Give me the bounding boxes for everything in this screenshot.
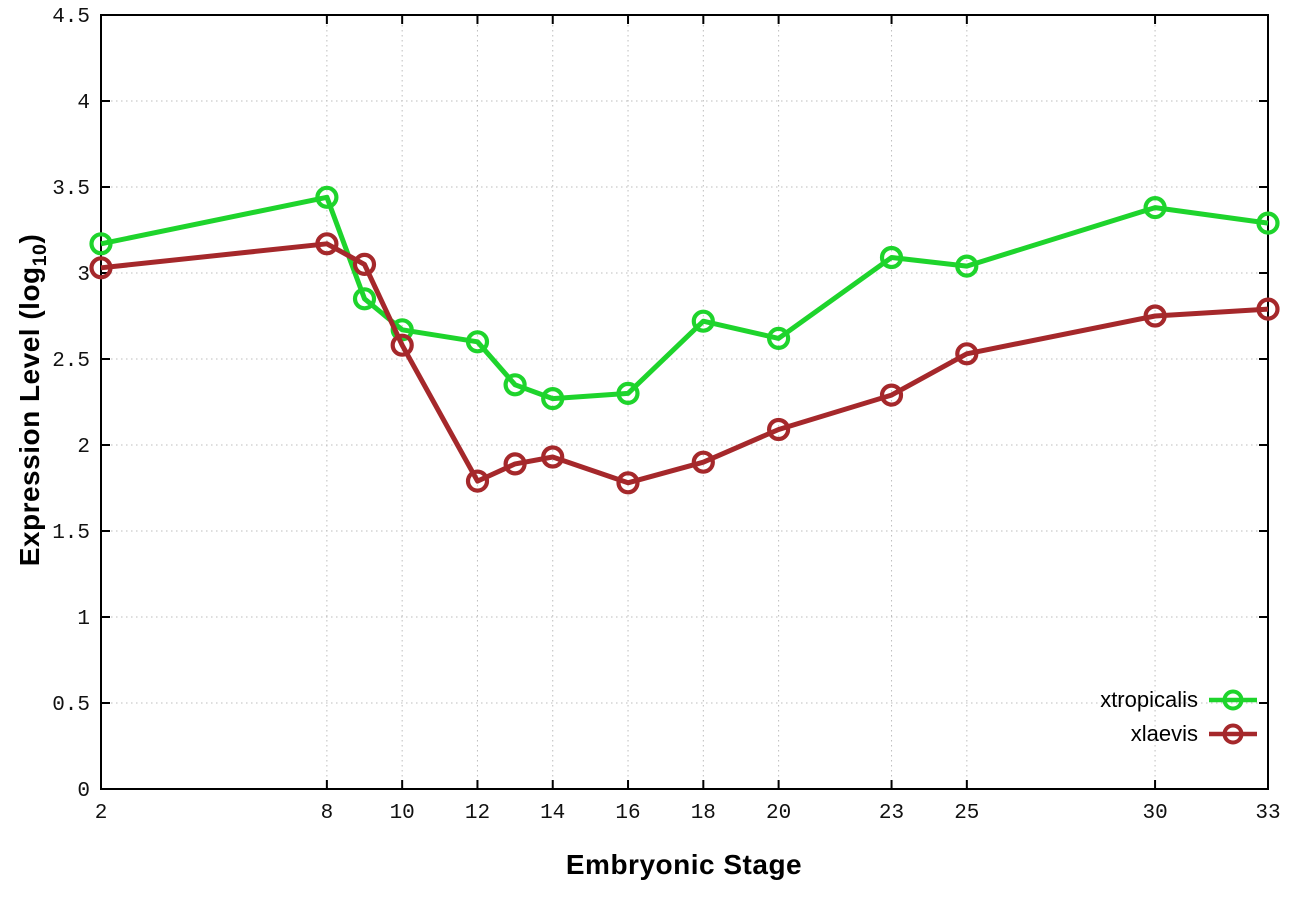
- data-point-xtropicalis: [955, 254, 979, 278]
- data-point-xlaevis: [955, 342, 979, 366]
- data-point-xtropicalis: [352, 287, 377, 311]
- data-point-xtropicalis: [465, 330, 490, 354]
- data-point-xlaevis: [1256, 297, 1280, 321]
- legend-label: xtropicalis: [1100, 687, 1198, 712]
- data-point-xlaevis: [503, 452, 527, 476]
- data-point-xtropicalis: [541, 387, 565, 411]
- plot-border: [100, 14, 1269, 790]
- y-tick-label: 0.5: [52, 694, 90, 717]
- x-tick-label: 23: [879, 802, 904, 825]
- data-point-xlaevis: [1143, 304, 1167, 328]
- y-tick-label: 1: [77, 608, 90, 631]
- data-point-xtropicalis: [766, 326, 791, 350]
- data-point-xtropicalis: [315, 185, 339, 209]
- y-axis-title-text: Expression Level (log: [14, 266, 46, 567]
- x-tick-label: 12: [465, 802, 490, 825]
- y-axis-title-subscript: 10: [28, 243, 51, 267]
- y-axis-title: Expression Level (log10): [14, 234, 52, 567]
- series-line-xlaevis: [100, 241, 1269, 486]
- x-axis-title: Embryonic Stage: [565, 849, 803, 880]
- x-tick-label: 16: [615, 802, 640, 825]
- y-tick-label: 2.5: [52, 350, 90, 373]
- x-tick-label: 10: [390, 802, 415, 825]
- data-point-xlaevis: [89, 256, 113, 280]
- data-point-xtropicalis: [89, 232, 113, 256]
- x-tick-label: 18: [691, 802, 716, 825]
- y-tick-label: 4: [77, 92, 90, 115]
- x-tick-label: 25: [954, 802, 979, 825]
- y-tick-label: 1.5: [52, 522, 90, 545]
- y-tick-label: 0: [77, 780, 90, 803]
- legend-item-xlaevis: xlaevis: [1131, 717, 1258, 751]
- data-point-xlaevis: [691, 450, 715, 474]
- x-tick-label: 33: [1255, 802, 1280, 825]
- data-point-xlaevis: [315, 232, 339, 256]
- data-point-xtropicalis: [879, 245, 904, 270]
- data-point-xtropicalis: [503, 373, 527, 397]
- x-tick-label: 14: [540, 802, 565, 825]
- y-tick-label: 3.5: [52, 178, 90, 201]
- legend-label: xlaevis: [1130, 721, 1198, 746]
- y-tick-label: 4.5: [52, 6, 90, 29]
- x-tick-label: 20: [766, 802, 791, 825]
- data-point-xlaevis: [879, 383, 904, 407]
- legend-item-xtropicalis: xtropicalis: [1100, 683, 1258, 717]
- y-tick-label: 3: [77, 264, 90, 287]
- data-point-xtropicalis: [1256, 211, 1280, 235]
- data-point-xtropicalis: [1143, 196, 1167, 220]
- data-point-xlaevis: [390, 333, 414, 357]
- data-point-xlaevis: [616, 471, 640, 495]
- x-tick-label: 8: [321, 802, 334, 825]
- data-point-xtropicalis: [616, 381, 640, 405]
- line-circle-marker-icon: [1209, 723, 1257, 745]
- series-line-xtropicalis: [100, 194, 1269, 402]
- line-circle-marker-icon: [1209, 689, 1257, 711]
- data-point-xlaevis: [766, 417, 791, 442]
- y-axis-title-suffix: ): [14, 233, 46, 244]
- x-tick-label: 2: [95, 802, 108, 825]
- x-tick-label: 30: [1142, 802, 1167, 825]
- legend: xtropicalis xlaevis: [1100, 683, 1258, 751]
- data-point-xlaevis: [352, 252, 377, 276]
- data-point-xtropicalis: [691, 309, 715, 333]
- data-point-xlaevis: [541, 445, 565, 469]
- y-tick-label: 2: [77, 436, 90, 459]
- data-point-xlaevis: [465, 469, 490, 493]
